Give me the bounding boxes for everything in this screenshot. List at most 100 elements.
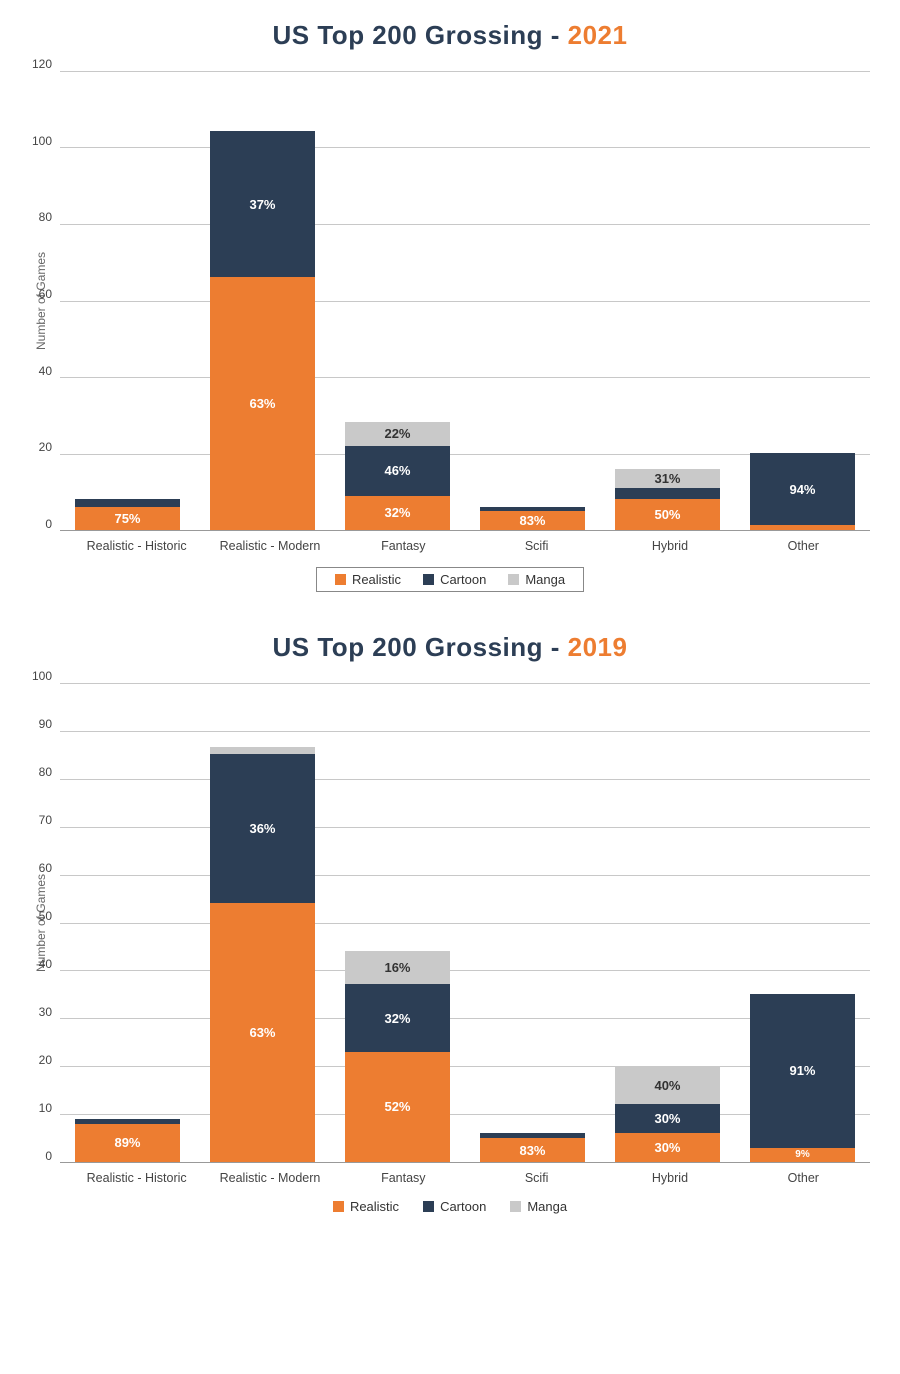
bar: 83%	[480, 1133, 585, 1162]
legend-label: Cartoon	[440, 572, 486, 587]
legend-label: Realistic	[352, 572, 401, 587]
bar: 94%	[750, 453, 855, 530]
segment-pct-label: 63%	[249, 396, 275, 411]
bar: 30% 30% 40%	[615, 1066, 720, 1162]
legend-item-cartoon: Cartoon	[423, 1199, 486, 1214]
bar-segment-realistic: 83%	[480, 511, 585, 530]
segment-pct-label: 94%	[789, 482, 815, 497]
bar-segment-manga: 31%	[615, 469, 720, 488]
bar-slot: 83%	[465, 683, 600, 1162]
chart-title: US Top 200 Grossing - 2021	[30, 20, 870, 51]
bar-segment-realistic: 50%	[615, 499, 720, 530]
segment-pct-label: 83%	[519, 1143, 545, 1158]
segment-pct-label: 32%	[384, 505, 410, 520]
y-axis: 1009080706050403020100	[52, 683, 60, 1163]
legend-item-manga: Manga	[510, 1199, 567, 1214]
bar-slot: 32% 46% 22%	[330, 71, 465, 530]
y-axis: 120100806040200	[52, 71, 60, 531]
y-axis-label: Number of Games	[30, 683, 52, 1163]
bar-segment-cartoon	[615, 488, 720, 500]
segment-pct-label: 16%	[384, 960, 410, 975]
bar-slot: 75%	[60, 71, 195, 530]
legend-swatch	[333, 1201, 344, 1212]
bar-segment-realistic: 30%	[615, 1133, 720, 1162]
segment-pct-label: 75%	[114, 511, 140, 526]
x-axis-label: Hybrid	[603, 539, 736, 553]
segment-pct-label: 30%	[654, 1140, 680, 1155]
legend: Realistic Cartoon Manga	[30, 567, 870, 592]
plot-wrap: Number of Games100908070605040302010089%…	[30, 683, 870, 1163]
bar-segment-manga	[210, 747, 315, 754]
segment-pct-label: 89%	[114, 1135, 140, 1150]
x-axis-label: Hybrid	[603, 1171, 736, 1185]
legend-swatch	[510, 1201, 521, 1212]
x-axis-label: Fantasy	[337, 539, 470, 553]
legend: Realistic Cartoon Manga	[30, 1199, 870, 1214]
chart-title-year: 2021	[568, 20, 628, 50]
chart-2019: US Top 200 Grossing - 2019 Number of Game…	[0, 612, 900, 1234]
bar-segment-realistic: 63%	[210, 903, 315, 1162]
bar-segment-manga: 22%	[345, 422, 450, 446]
x-axis-label: Fantasy	[337, 1171, 470, 1185]
bar-segment-realistic: 89%	[75, 1124, 180, 1162]
bar: 32% 46% 22%	[345, 422, 450, 530]
bar-slot: 9% 91%	[735, 683, 870, 1162]
legend-item-cartoon: Cartoon	[423, 572, 486, 587]
bar-slot: 30% 30% 40%	[600, 683, 735, 1162]
plot-wrap: Number of Games12010080604020075%63%37%3…	[30, 71, 870, 531]
segment-pct-label: 52%	[384, 1099, 410, 1114]
bar-slot: 63%37%	[195, 71, 330, 530]
segment-pct-label: 50%	[654, 507, 680, 522]
segment-pct-label: 32%	[384, 1011, 410, 1026]
plot-area: 89% 63% 36% 52% 32% 16% 83% 30% 30% 40% 9% 91%	[60, 683, 870, 1163]
bar-segment-cartoon: 32%	[345, 984, 450, 1051]
x-axis-label: Realistic - Modern	[203, 539, 336, 553]
bar-segment-cartoon: 94%	[750, 453, 855, 525]
bar: 75%	[75, 499, 180, 530]
segment-pct-label: 30%	[654, 1111, 680, 1126]
bar: 50% 31%	[615, 469, 720, 530]
chart-2021: US Top 200 Grossing - 2021Number of Game…	[0, 0, 900, 612]
segment-pct-label: 22%	[384, 426, 410, 441]
bar-segment-realistic: 83%	[480, 1138, 585, 1162]
bar-slot: 52% 32% 16%	[330, 683, 465, 1162]
bar-segment-realistic: 52%	[345, 1052, 450, 1162]
bars-row: 75% 63%37% 32% 46% 22% 83% 50% 31% 94%	[60, 71, 870, 530]
segment-pct-label: 31%	[654, 471, 680, 486]
bar-segment-realistic: 75%	[75, 507, 180, 530]
segment-pct-label: 63%	[249, 1025, 275, 1040]
bar: 89%	[75, 1119, 180, 1162]
legend-box: Realistic Cartoon Manga	[316, 567, 584, 592]
segment-pct-label: 9%	[795, 1149, 809, 1160]
segment-pct-label: 91%	[789, 1063, 815, 1078]
bar: 9% 91%	[750, 994, 855, 1162]
legend-item-manga: Manga	[508, 572, 565, 587]
bar: 63%37%	[210, 131, 315, 530]
bar: 83%	[480, 507, 585, 530]
legend-label: Manga	[525, 572, 565, 587]
legend-swatch	[508, 574, 519, 585]
bar-segment-realistic: 32%	[345, 496, 450, 531]
bar-slot: 94%	[735, 71, 870, 530]
bar-slot: 50% 31%	[600, 71, 735, 530]
segment-pct-label: 36%	[249, 821, 275, 836]
segment-pct-label: 46%	[384, 463, 410, 478]
legend-label: Manga	[527, 1199, 567, 1214]
x-axis-label: Realistic - Historic	[70, 539, 203, 553]
x-axis-label: Realistic - Historic	[70, 1171, 203, 1185]
segment-pct-label: 83%	[519, 513, 545, 528]
bars-row: 89% 63% 36% 52% 32% 16% 83% 30% 30% 40% 9% 91%	[60, 683, 870, 1162]
bar-slot: 63% 36%	[195, 683, 330, 1162]
chart-title-main: US Top 200 Grossing -	[273, 632, 568, 662]
chart-title-year: 2019	[568, 632, 628, 662]
legend-swatch	[423, 574, 434, 585]
legend-label: Realistic	[350, 1199, 399, 1214]
bar-segment-cartoon: 36%	[210, 754, 315, 903]
bar: 52% 32% 16%	[345, 951, 450, 1162]
segment-pct-label: 40%	[654, 1078, 680, 1093]
bar-segment-cartoon: 91%	[750, 994, 855, 1148]
bar-segment-cartoon: 46%	[345, 446, 450, 496]
legend-label: Cartoon	[440, 1199, 486, 1214]
x-axis-label: Scifi	[470, 539, 603, 553]
bar: 63% 36%	[210, 747, 315, 1162]
